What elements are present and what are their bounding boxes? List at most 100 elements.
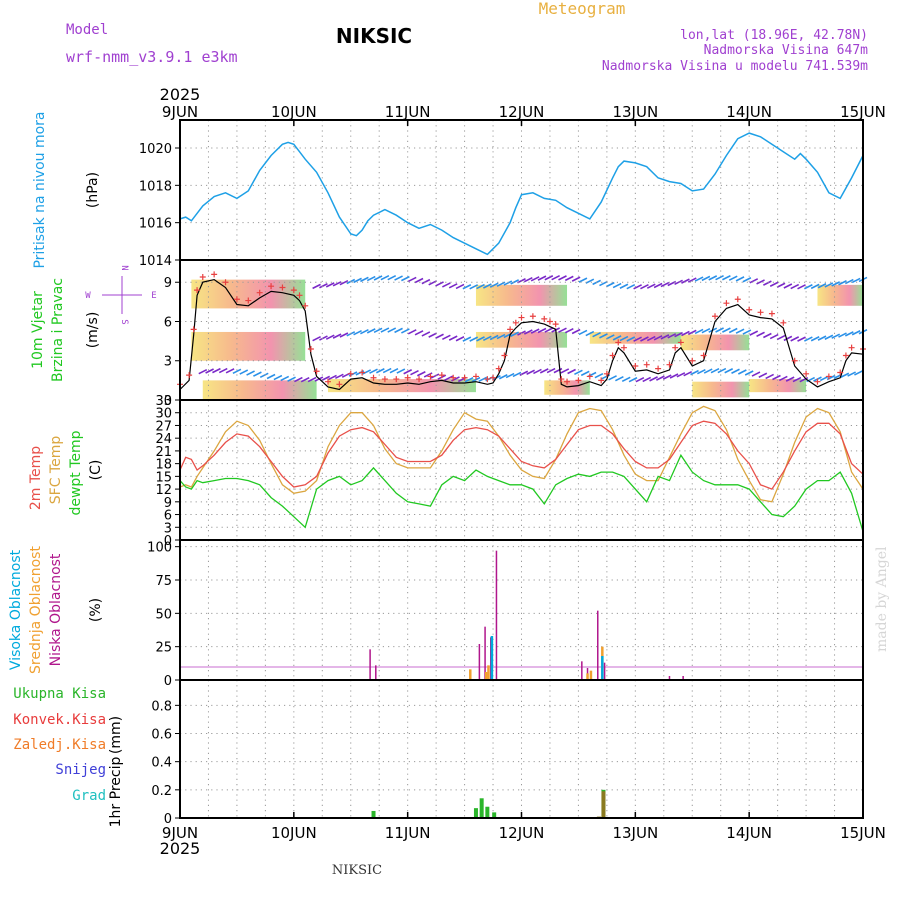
ytick-label: 0 xyxy=(164,534,172,549)
ytick-label: 33 xyxy=(155,394,172,409)
wind-arrow xyxy=(332,281,342,287)
wind-arrow xyxy=(722,327,731,333)
wind-arrow xyxy=(410,369,419,376)
wind-arrow xyxy=(369,368,378,374)
wind-arrow xyxy=(469,284,479,290)
wind-arrow xyxy=(824,282,834,288)
wind-arrow xyxy=(854,370,863,376)
wind-arrow xyxy=(476,283,485,290)
legend-frz-precip: Zaledj.Kisa xyxy=(13,737,106,753)
wind-arrow xyxy=(360,328,369,335)
wind-arrow xyxy=(212,367,221,374)
wind-arrow xyxy=(797,336,806,342)
wind-arrow xyxy=(851,330,861,336)
gust-marker xyxy=(370,374,377,381)
gust-marker xyxy=(438,372,445,379)
ytick-label: 18 xyxy=(155,458,172,473)
wind-arrow xyxy=(551,274,561,281)
bottom-year-label: 2025 xyxy=(160,839,201,858)
wind-arrow xyxy=(646,283,656,289)
wind-arrow xyxy=(537,327,547,334)
wind-arrow xyxy=(435,333,444,339)
wind-arrow xyxy=(660,281,670,288)
wind-arrow xyxy=(742,329,752,335)
mid-cloud-ylabel: Srednja Oblacnost xyxy=(28,546,44,674)
wind-arrow xyxy=(489,282,499,288)
gust-marker xyxy=(347,370,354,377)
wind-arrow xyxy=(232,368,242,375)
wind-arrow xyxy=(544,327,554,333)
wind-arrow xyxy=(530,328,540,334)
wind-speed-line xyxy=(179,278,864,391)
wind-arrow xyxy=(510,331,520,337)
wind-arrow xyxy=(701,275,711,282)
footer-station: NIKSIC xyxy=(332,863,382,878)
wind-arrow xyxy=(394,275,403,281)
ytick-label: 50 xyxy=(155,607,172,622)
wind-arrow xyxy=(735,276,745,282)
top-day-label: 12JUN xyxy=(499,103,545,121)
wind-arrow xyxy=(669,373,679,379)
gust-marker xyxy=(620,344,627,351)
precip-yticks: 0 0.2 0.4 0.6 0.8 xyxy=(151,699,180,827)
wind-arrow xyxy=(198,368,208,375)
cloud-yticks: 0 25 50 75 100 xyxy=(147,541,180,689)
ytick-label: 0.6 xyxy=(151,728,172,743)
gust-marker xyxy=(677,339,684,346)
precip-bar xyxy=(473,808,478,818)
wind-arrow xyxy=(824,334,834,340)
ytick-label: 6 xyxy=(164,315,172,330)
wind-arrow xyxy=(642,376,652,383)
gust-marker xyxy=(803,370,810,377)
gust-marker xyxy=(837,369,844,376)
wind-arrow xyxy=(362,369,372,375)
gust-marker xyxy=(222,279,229,286)
wind-arrow xyxy=(763,332,772,339)
gust-marker xyxy=(529,313,536,320)
top-day-label: 9JUN xyxy=(162,103,198,121)
wind-arrow xyxy=(442,282,451,288)
wind-barb-band xyxy=(475,331,568,348)
wind-arrow xyxy=(537,275,547,281)
top-year-label: 2025 xyxy=(160,85,201,104)
compass-west: W xyxy=(85,291,91,301)
wind-barb-band xyxy=(680,334,750,351)
gust-marker xyxy=(842,352,849,359)
cloud-bar xyxy=(490,636,494,680)
wind-arrow xyxy=(325,282,335,288)
wind-arrow xyxy=(783,335,793,342)
wind-arrow xyxy=(592,332,601,338)
cloud-bar xyxy=(668,676,671,680)
wind-arrow xyxy=(360,276,369,283)
wind-arrow xyxy=(640,283,649,290)
wind-arrow xyxy=(239,369,249,375)
gust-marker xyxy=(393,376,400,383)
wind-arrow xyxy=(396,368,406,374)
high-cloud-ylabel: Visoka Oblacnost xyxy=(8,549,24,670)
t2m-line xyxy=(179,420,864,490)
station-title: NIKSIC xyxy=(336,24,412,48)
wind-arrow xyxy=(373,275,383,281)
ytick-label: 0 xyxy=(164,812,172,827)
sfc-ylabel: SFC Temp xyxy=(48,436,64,505)
wind-arrow xyxy=(571,328,581,335)
gust-marker xyxy=(484,376,491,383)
legend-total-precip: Ukupna Kisa xyxy=(13,686,106,702)
wind-arrow xyxy=(455,283,465,290)
gust-marker xyxy=(780,319,787,326)
wind-arrow xyxy=(840,372,850,378)
gust-marker xyxy=(712,313,719,320)
wind-yticks: 0 3 6 9 xyxy=(164,276,180,409)
ytick-label: 15 xyxy=(155,470,172,485)
wind-barb-band xyxy=(202,380,317,400)
cloud-bar xyxy=(601,656,604,680)
gust-marker xyxy=(558,376,565,383)
wind-arrow xyxy=(633,336,642,342)
gust-marker xyxy=(336,381,343,388)
wind-arrow xyxy=(804,336,813,342)
wind-arrow xyxy=(751,371,761,377)
wind-arrow xyxy=(387,274,397,281)
wind-arrow xyxy=(389,367,399,374)
cloud-bar xyxy=(495,550,498,680)
